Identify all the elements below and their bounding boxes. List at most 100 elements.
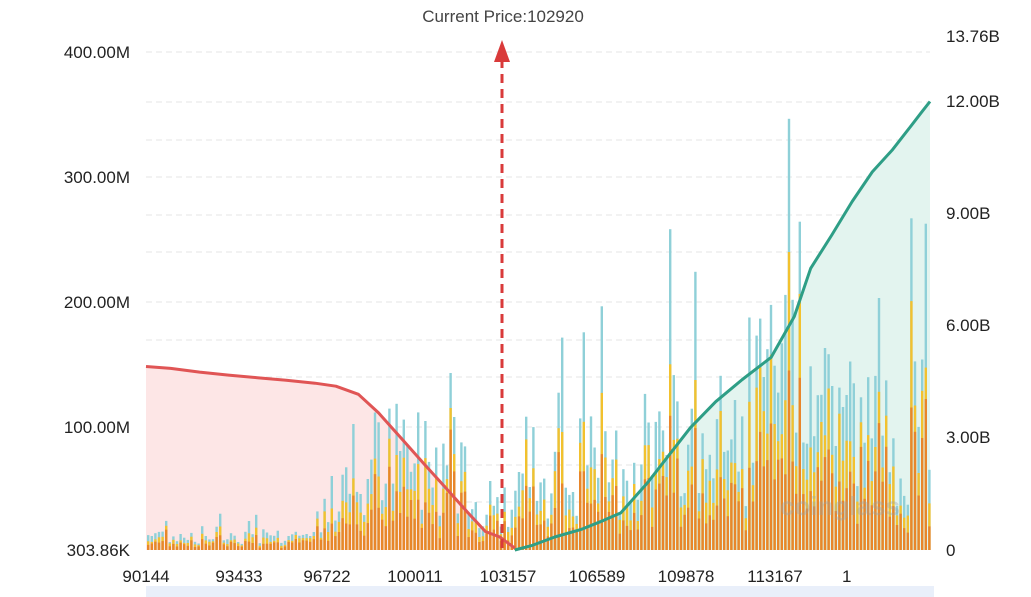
left-tick-label: 100.00M [64, 418, 130, 437]
bar-low [730, 482, 733, 550]
bar-low [604, 497, 607, 550]
bar-low [442, 512, 445, 550]
bar-low [265, 543, 269, 550]
bar-low [366, 523, 369, 550]
bar-low [780, 458, 783, 550]
bar-low [859, 446, 863, 550]
bar-low [255, 535, 258, 550]
bar-low [237, 546, 240, 550]
bar-low [755, 461, 758, 550]
range-scrollbar[interactable] [146, 586, 934, 597]
bar-low [208, 545, 211, 550]
bar-low [669, 415, 672, 550]
bar-low [186, 545, 189, 550]
bar-low [712, 519, 715, 550]
bar-low [161, 541, 164, 550]
bar-low [514, 527, 517, 550]
bar-low [345, 523, 348, 550]
bar-low [388, 466, 391, 550]
bar-low [575, 530, 578, 550]
bar-low [359, 530, 362, 550]
bar-low [888, 516, 891, 550]
bar-low [244, 541, 247, 550]
right-tick-label: 12.00B [946, 92, 1000, 111]
bar-low [251, 543, 254, 550]
bar-low [168, 546, 171, 550]
bar-low [226, 546, 229, 550]
right-tick-label: 6.00B [946, 316, 990, 335]
bar-low [147, 544, 150, 550]
bar-low [535, 524, 539, 550]
bar-low [165, 529, 168, 550]
bar-low [841, 500, 845, 550]
bar-low [363, 535, 366, 550]
bar-low [658, 483, 661, 550]
bar-low [348, 524, 351, 550]
bar-low [643, 479, 647, 550]
bar-low [294, 539, 297, 550]
bar-low [417, 499, 420, 550]
bar-low [280, 547, 283, 550]
cumulative-areas [146, 101, 930, 550]
bar-low [622, 520, 625, 550]
bar-low [863, 498, 866, 550]
bar-low [503, 521, 506, 550]
bar-low [751, 501, 755, 550]
bar-low [323, 528, 326, 550]
x-axis-ticks: 90144 93433 96722 100011 103157 106589 109878 1… [122, 567, 851, 586]
bar-low [179, 542, 182, 550]
bar-low [273, 542, 276, 550]
bar-low [823, 457, 827, 550]
bar-low [633, 512, 636, 550]
bar-low [276, 542, 279, 550]
bar-low [391, 520, 395, 550]
bar-low [539, 524, 542, 550]
bar-low [438, 538, 441, 550]
bar-low [564, 532, 567, 550]
bar-low [809, 491, 812, 550]
bar-low [683, 514, 686, 550]
bar-low [215, 537, 218, 550]
bar-low [406, 516, 409, 550]
bar-low [701, 493, 704, 550]
bar-low [222, 544, 225, 550]
bar-low [193, 547, 197, 550]
bar-low [305, 540, 308, 550]
bar-low [579, 471, 582, 550]
bar-low [197, 546, 200, 550]
bar-low [312, 539, 315, 550]
bar-low [453, 471, 456, 550]
bar-low [766, 460, 769, 550]
bar-low [471, 530, 474, 550]
bar-low [618, 533, 621, 550]
bar-low [759, 431, 762, 550]
bar-low [517, 516, 521, 550]
right-tick-label: 13.76B [946, 27, 1000, 46]
bar-low [402, 486, 405, 550]
bar-low [798, 377, 801, 550]
bar-low [831, 473, 834, 550]
bar-low [600, 454, 603, 550]
bar-low [651, 526, 654, 550]
bar-low [906, 532, 909, 550]
bar-low [910, 407, 913, 550]
left-tick-label: 303.86K [67, 541, 131, 560]
bar-low [309, 541, 312, 550]
bar-low [791, 461, 794, 550]
current-price-marker [494, 40, 510, 548]
bar-low [330, 523, 333, 550]
bar-low [647, 478, 650, 550]
long-cumulative-line [514, 100, 932, 552]
bar-low [820, 480, 823, 550]
x-tick-label: 96722 [303, 567, 350, 586]
short-cumulative-line [145, 365, 516, 550]
bar-low [157, 542, 161, 550]
bar-low [546, 536, 549, 550]
bar-low [287, 541, 290, 550]
x-tick-label: 93433 [215, 567, 262, 586]
bar-low [568, 528, 571, 550]
bar-low [813, 506, 816, 550]
bar-low [532, 486, 535, 550]
bar-low [150, 543, 153, 550]
